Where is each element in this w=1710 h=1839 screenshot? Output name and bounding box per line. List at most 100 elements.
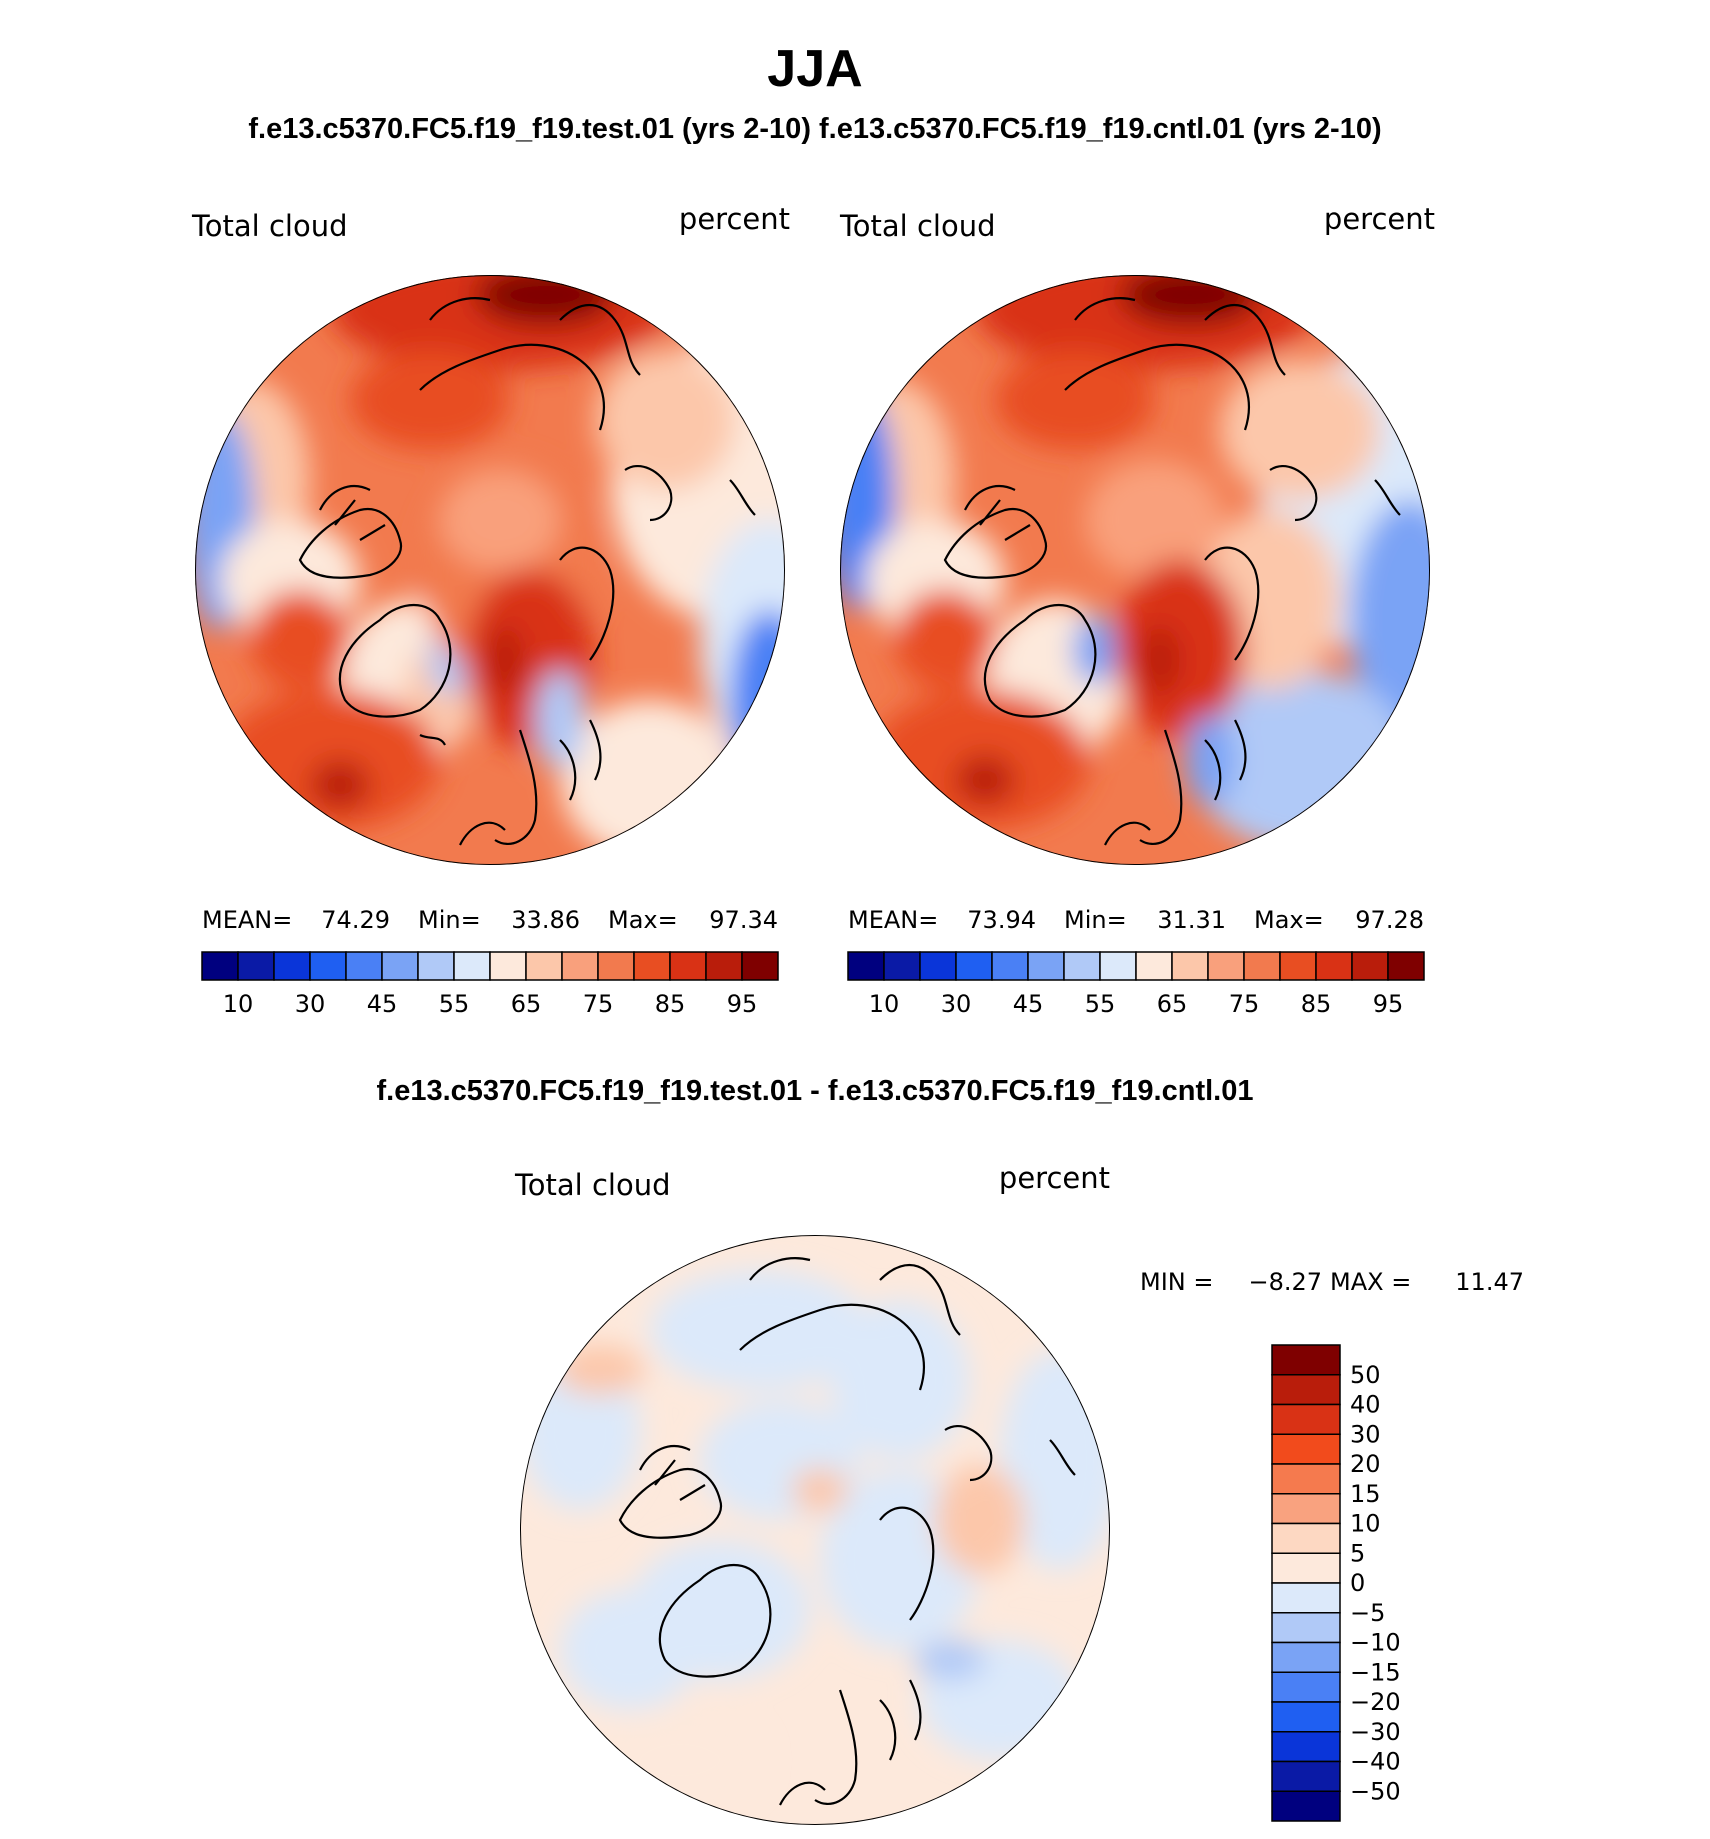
- panel-cntl-map: [840, 275, 1430, 865]
- panel-test-colorbar-swatch: [273, 951, 311, 981]
- panel-cntl-colorbar: 10 30 45 55 65 75 85 95: [847, 951, 1425, 1018]
- panel-cntl-min-value: 31.31: [1157, 906, 1226, 934]
- panel-test-colorbar-swatch: [741, 951, 779, 981]
- panel-test-map: [195, 275, 785, 865]
- panel-difference-colorbar-tick-label: 15: [1350, 1480, 1381, 1508]
- top-panels-header: f.e13.c5370.FC5.f19_f19.test.01 (yrs 2-1…: [248, 113, 1381, 145]
- panel-difference-colorbar-swatch: [1271, 1463, 1341, 1495]
- panel-difference-colorbar-tick-label: 20: [1350, 1450, 1381, 1478]
- panel-difference-colorbar-swatch: [1271, 1582, 1341, 1614]
- panel-cntl-mean-value: 73.94: [967, 906, 1036, 934]
- figure-title: JJA: [767, 40, 862, 98]
- panel-difference-stats: MIN = −8.27 MAX = 11.47: [1140, 1268, 1524, 1296]
- panel-difference-colorbar-tick-label: 40: [1350, 1391, 1381, 1419]
- panel-cntl-colorbar-swatch: [1027, 951, 1065, 981]
- panel-test-colorbar-swatch: [633, 951, 671, 981]
- panel-difference-colorbar-tick-label: −15: [1350, 1658, 1401, 1686]
- panel-difference-colorbar-swatch: [1271, 1403, 1341, 1435]
- panel-test-max-label: Max=: [608, 906, 678, 934]
- panel-test-mean-label: MEAN=: [202, 906, 292, 934]
- panel-difference-units-label: percent: [999, 1161, 1110, 1195]
- panel-cntl-colorbar-swatch: [1063, 951, 1101, 981]
- panel-difference-min-value: −8.27: [1248, 1268, 1322, 1296]
- panel-test-max-value: 97.34: [709, 906, 778, 934]
- panel-test-colorbar-swatch: [309, 951, 347, 981]
- panel-test-colorbar-swatch: [489, 951, 527, 981]
- panel-difference-colorbar-swatch: [1271, 1344, 1341, 1376]
- panel-cntl-colorbar-swatch: [1207, 951, 1245, 981]
- panel-test-min-label: Min=: [418, 906, 481, 934]
- panel-difference: Total cloud percent: [514, 1161, 1524, 1825]
- panel-test-colorbar-swatch: [597, 951, 635, 981]
- panel-test-colorbar-swatch: [201, 951, 239, 981]
- panel-cntl-colorbar-swatch: [1351, 951, 1389, 981]
- panel-test-colorbar-tick-label: 10: [223, 990, 254, 1018]
- panel-difference-colorbar-swatch: [1271, 1552, 1341, 1584]
- panel-cntl-min-label: Min=: [1064, 906, 1127, 934]
- panel-cntl: Total cloud percent: [839, 202, 1435, 1018]
- panel-test-variable-label: Total cloud: [191, 209, 347, 243]
- panel-cntl-units-label: percent: [1324, 202, 1435, 236]
- panel-difference-colorbar-swatch: [1271, 1731, 1341, 1763]
- panel-cntl-max-label: Max=: [1254, 906, 1324, 934]
- panel-cntl-colorbar-swatch: [955, 951, 993, 981]
- panel-cntl-colorbar-swatch: [1315, 951, 1353, 981]
- panel-cntl-colorbar-swatch: [1135, 951, 1173, 981]
- panel-difference-colorbar-tick-label: 30: [1350, 1420, 1381, 1448]
- panel-test-colorbar-tick-label: 30: [295, 990, 326, 1018]
- panel-test-colorbar-tick-label: 45: [367, 990, 398, 1018]
- panel-difference-colorbar-tick-label: −5: [1350, 1599, 1385, 1627]
- panel-cntl-colorbar-swatch: [1099, 951, 1137, 981]
- panel-difference-colorbar-tick-label: 10: [1350, 1510, 1381, 1538]
- panel-difference-colorbar-tick-label: 50: [1350, 1361, 1381, 1389]
- panel-difference-colorbar-tick-label: −30: [1350, 1718, 1401, 1746]
- panel-test-colorbar-swatch: [417, 951, 455, 981]
- panel-cntl-colorbar-swatch: [847, 951, 885, 981]
- panel-difference-max-label: MAX =: [1330, 1268, 1411, 1296]
- panel-difference-colorbar-swatch: [1271, 1701, 1341, 1733]
- panel-cntl-variable-label: Total cloud: [839, 209, 995, 243]
- panel-test-colorbar-swatch: [453, 951, 491, 981]
- panel-cntl-stats: MEAN= 73.94 Min= 31.31 Max= 97.28: [848, 906, 1424, 934]
- panel-test-colorbar-tick-label: 95: [727, 990, 758, 1018]
- panel-difference-colorbar-tick-label: −20: [1350, 1688, 1401, 1716]
- panel-difference-colorbar-swatch: [1271, 1612, 1341, 1644]
- panel-cntl-colorbar-tick-label: 75: [1229, 990, 1260, 1018]
- panel-difference-colorbar-tick-label: 5: [1350, 1539, 1365, 1567]
- panel-test-stats: MEAN= 74.29 Min= 33.86 Max= 97.34: [202, 906, 778, 934]
- panel-cntl-colorbar-swatch: [1279, 951, 1317, 981]
- panel-cntl-colorbar-tick-label: 10: [869, 990, 900, 1018]
- panel-difference-colorbar-swatch: [1271, 1522, 1341, 1554]
- panel-cntl-mean-label: MEAN=: [848, 906, 938, 934]
- panel-difference-colorbar-tick-label: −10: [1350, 1629, 1401, 1657]
- panel-cntl-colorbar-tick-label: 65: [1157, 990, 1188, 1018]
- panel-test-colorbar-swatch: [669, 951, 707, 981]
- panel-cntl-colorbar-swatch: [883, 951, 921, 981]
- panel-difference-max-value: 11.47: [1455, 1268, 1524, 1296]
- panel-cntl-colorbar-swatch: [991, 951, 1029, 981]
- panel-test-colorbar-swatch: [237, 951, 275, 981]
- panel-difference-colorbar-swatch: [1271, 1790, 1341, 1822]
- panel-cntl-max-value: 97.28: [1355, 906, 1424, 934]
- panel-test-mean-value: 74.29: [321, 906, 390, 934]
- panel-cntl-colorbar-swatch: [1387, 951, 1425, 981]
- panel-cntl-colorbar-swatch: [1243, 951, 1281, 981]
- panel-difference-colorbar-swatch: [1271, 1433, 1341, 1465]
- panel-test: Total cloud percent: [191, 202, 790, 1018]
- panel-difference-colorbar-swatch: [1271, 1641, 1341, 1673]
- panel-cntl-colorbar-swatch: [1171, 951, 1209, 981]
- panel-difference-colorbar-tick-label: −40: [1350, 1748, 1401, 1776]
- panel-test-colorbar-tick-label: 65: [511, 990, 542, 1018]
- panel-test-colorbar-tick-label: 85: [655, 990, 686, 1018]
- panel-test-colorbar-swatch: [381, 951, 419, 981]
- panel-difference-variable-label: Total cloud: [514, 1168, 670, 1202]
- panel-difference-colorbar-tick-label: −50: [1350, 1777, 1401, 1805]
- panel-test-colorbar-swatch: [705, 951, 743, 981]
- panel-test-min-value: 33.86: [511, 906, 580, 934]
- panel-cntl-colorbar-tick-label: 55: [1085, 990, 1116, 1018]
- panel-difference-colorbar-swatch: [1271, 1760, 1341, 1792]
- panel-difference-colorbar-tick-label: 0: [1350, 1569, 1365, 1597]
- panel-difference-colorbar-swatch: [1271, 1374, 1341, 1406]
